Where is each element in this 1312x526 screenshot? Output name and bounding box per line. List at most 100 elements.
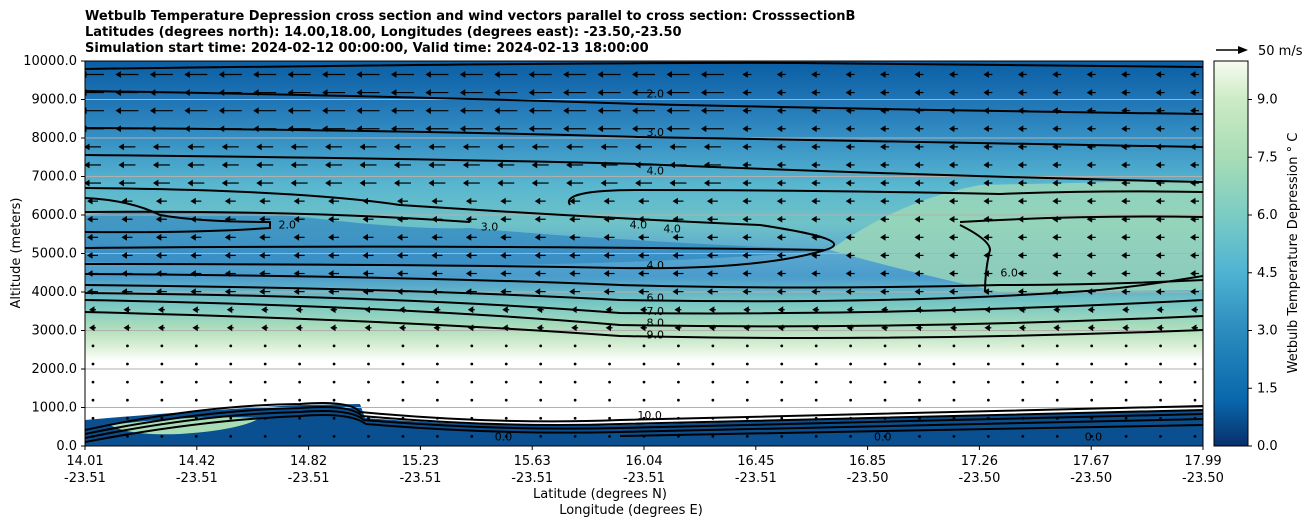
wind-vector: [983, 89, 993, 96]
wind-vector: [504, 398, 508, 402]
wind-vector: [184, 125, 208, 133]
wind-vector-head: [1121, 233, 1127, 241]
wind-vector: [465, 270, 477, 277]
wind-vector-head: [669, 161, 675, 169]
wind-vector: [742, 233, 752, 241]
wind-vector: [1190, 179, 1199, 187]
wind-vector: [742, 71, 752, 78]
wind-vector-dot: [849, 416, 853, 420]
wind-vector-head: [603, 252, 610, 259]
wind-vector: [126, 434, 129, 438]
wind-vector: [1052, 270, 1062, 277]
wind-vector-dot: [608, 344, 611, 348]
wind-vector-head: [948, 179, 955, 187]
wind-vector-dot: [1090, 416, 1094, 420]
wind-vector-dot: [711, 362, 715, 366]
wind-vector: [1155, 270, 1165, 277]
wind-vector-head: [121, 215, 127, 223]
wind-vector-head: [431, 252, 437, 259]
wind-vector: [1086, 107, 1096, 115]
wind-vector-head: [325, 143, 331, 151]
wind-vector-head: [776, 107, 783, 115]
wind-vector: [528, 125, 552, 133]
wind-vector: [253, 107, 277, 115]
wind-vector: [603, 233, 615, 241]
wind-vector: [259, 215, 271, 223]
wind-vector-head: [1190, 179, 1196, 187]
wind-vector: [745, 380, 749, 384]
wind-vector: [849, 380, 853, 384]
wind-vector: [600, 143, 618, 151]
wind-vector: [1086, 270, 1096, 277]
wind-vector: [983, 71, 993, 78]
wind-vector-head: [811, 125, 817, 133]
wind-vector: [534, 270, 546, 277]
wind-vector-dot: [883, 380, 887, 384]
wind-vector: [293, 215, 305, 223]
wind-vector-head: [1017, 107, 1024, 115]
wind-vector-dot: [1090, 434, 1094, 438]
wind-vector-head: [742, 161, 748, 169]
wind-vector: [1086, 125, 1096, 133]
wind-vector-head: [776, 161, 783, 169]
wind-vector-head: [502, 324, 508, 332]
wind-vector-head: [812, 306, 818, 314]
wind-vector-dot: [126, 416, 129, 420]
wind-vector-head: [914, 233, 920, 241]
wind-vector: [672, 270, 684, 277]
wind-vector: [742, 89, 752, 96]
wind-vector: [157, 324, 165, 332]
wind-vector: [597, 89, 621, 96]
wind-vector: [504, 380, 508, 384]
wind-vector-head: [742, 107, 748, 115]
wind-vector-head: [1018, 324, 1025, 332]
wind-vector-head: [776, 143, 783, 151]
wind-vector: [642, 380, 646, 384]
wind-vector: [190, 252, 202, 259]
wind-vector: [87, 252, 98, 259]
wind-vector: [672, 288, 684, 296]
wind-vector-head: [1190, 161, 1196, 169]
wind-vector-head: [669, 179, 675, 187]
wind-vector: [465, 197, 477, 205]
wind-vector: [742, 161, 752, 169]
wind-vector-head: [640, 306, 646, 314]
wind-vector-dot: [470, 416, 474, 420]
wind-vector: [393, 161, 411, 169]
wind-vector: [1017, 107, 1027, 115]
wind-vector-head: [635, 161, 641, 169]
contour-label: 0.0: [1085, 430, 1103, 443]
wind-vector-dot: [1193, 416, 1197, 420]
wind-vector-head: [328, 270, 334, 277]
wind-vector-head: [1052, 179, 1058, 187]
colorbar-label: Wetbulb Temperature Depression ° C: [1286, 133, 1301, 374]
wind-vector-head: [287, 71, 294, 78]
wind-vector: [1017, 197, 1027, 205]
wind-vector: [845, 107, 855, 115]
wind-vector-head: [948, 288, 955, 296]
wind-vector: [121, 270, 133, 277]
wind-vector: [776, 252, 786, 259]
wind-vector: [711, 362, 715, 366]
wind-vector: [155, 252, 167, 259]
wind-vector-head: [330, 306, 336, 314]
wind-vector-head: [1155, 215, 1162, 223]
x-tick-label-lon: -23.50: [1070, 471, 1112, 486]
wind-vector-dot: [160, 380, 164, 384]
wind-vector: [1053, 306, 1061, 314]
wind-vector-head: [811, 107, 817, 115]
wind-vector-head: [1190, 89, 1196, 96]
wind-vector: [706, 215, 718, 223]
wind-vector: [295, 324, 303, 332]
wind-vector-head: [742, 233, 748, 241]
wind-vector-head: [1052, 89, 1058, 96]
wind-vector-head: [184, 107, 190, 115]
wind-vector: [605, 306, 613, 314]
wind-vector: [539, 398, 543, 402]
wind-vector: [1052, 161, 1062, 169]
wind-vector: [263, 362, 267, 366]
wind-vector: [539, 416, 543, 420]
contour-line: [85, 311, 1203, 339]
wind-vector-head: [1190, 125, 1196, 133]
wind-vector-head: [467, 306, 474, 314]
